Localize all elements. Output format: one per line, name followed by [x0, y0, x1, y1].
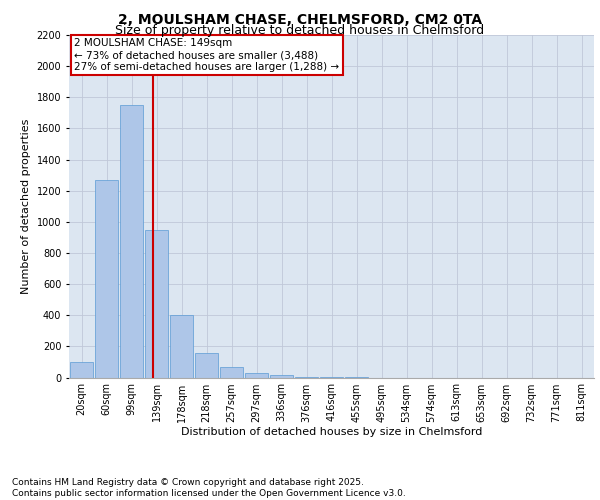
X-axis label: Distribution of detached houses by size in Chelmsford: Distribution of detached houses by size … [181, 428, 482, 438]
Y-axis label: Number of detached properties: Number of detached properties [21, 118, 31, 294]
Bar [195, 354, 218, 378]
Bar [245, 373, 268, 378]
Bar [170, 315, 193, 378]
Text: 2, MOULSHAM CHASE, CHELMSFORD, CM2 0TA: 2, MOULSHAM CHASE, CHELMSFORD, CM2 0TA [118, 12, 482, 26]
Bar [120, 105, 143, 378]
Bar [295, 376, 318, 378]
Text: Size of property relative to detached houses in Chelmsford: Size of property relative to detached ho… [115, 24, 485, 37]
Text: Contains HM Land Registry data © Crown copyright and database right 2025.
Contai: Contains HM Land Registry data © Crown c… [12, 478, 406, 498]
Text: 2 MOULSHAM CHASE: 149sqm
← 73% of detached houses are smaller (3,488)
27% of sem: 2 MOULSHAM CHASE: 149sqm ← 73% of detach… [74, 38, 340, 72]
Bar [95, 180, 118, 378]
Bar [145, 230, 168, 378]
Bar [220, 368, 243, 378]
Bar [70, 362, 93, 378]
Bar [270, 375, 293, 378]
